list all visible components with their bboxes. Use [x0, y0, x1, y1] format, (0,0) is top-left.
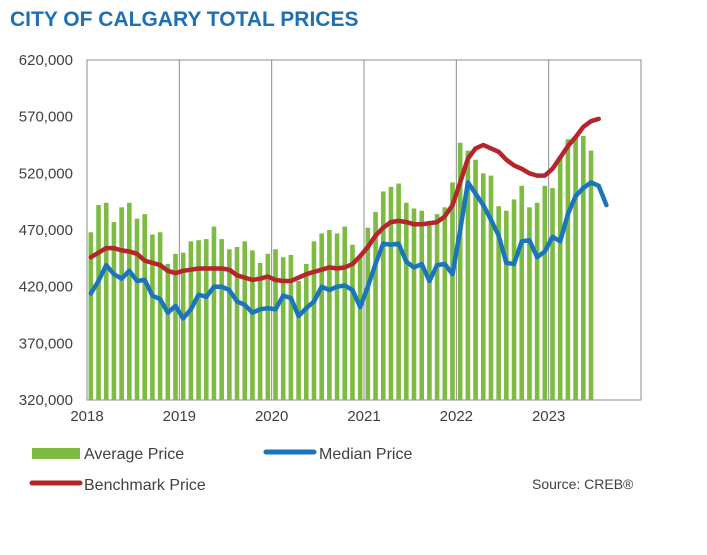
average-price-bar: [511, 199, 517, 400]
y-tick-label: 520,000: [19, 165, 73, 182]
average-price-bar: [542, 185, 548, 400]
average-price-bar: [557, 156, 563, 400]
average-price-bar: [396, 183, 401, 400]
average-price-bar: [480, 173, 486, 400]
benchmark-price-line: [88, 116, 601, 284]
y-tick-label: 370,000: [19, 335, 73, 352]
grid-lines: [178, 60, 550, 400]
average-price-bar: [127, 202, 132, 400]
y-tick-label: 420,000: [19, 279, 73, 296]
average-price-bar: [250, 250, 255, 400]
y-tick-label: 570,000: [19, 109, 73, 126]
average-price-bar: [519, 185, 525, 400]
median-price-line: [88, 180, 609, 321]
chart-title: CITY OF CALGARY TOTAL PRICES: [10, 8, 359, 31]
average-price-bar: [580, 135, 586, 400]
average-price-bar: [496, 206, 501, 400]
average-price-bar: [157, 232, 163, 400]
average-price-bar: [265, 253, 271, 400]
average-price-bar: [242, 241, 248, 400]
average-price-bar: [527, 207, 532, 400]
average-price-bar: [380, 191, 386, 400]
average-price-bar: [142, 214, 148, 400]
average-price-bar: [488, 175, 494, 400]
average-price-bar: [303, 264, 309, 400]
legend: Average Price Median Price Benchmark Pri…: [29, 446, 412, 494]
average-price-bar: [196, 240, 201, 400]
x-tick-label: 2022: [440, 408, 473, 425]
average-price-bar: [434, 214, 440, 400]
average-price-bar: [588, 150, 594, 400]
average-price-bar: [373, 211, 378, 400]
x-tick-label: 2023: [532, 408, 565, 425]
average-price-bar: [457, 142, 463, 400]
average-price-bar: [342, 226, 348, 400]
average-price-bar: [288, 254, 294, 400]
average-price-bar: [534, 202, 540, 400]
average-price-bar: [442, 207, 448, 400]
average-price-bar: [404, 202, 409, 400]
average-price-bar: [350, 244, 355, 400]
average-price-bar: [211, 226, 217, 400]
average-price-bar: [419, 210, 425, 400]
average-price-bar: [473, 159, 478, 400]
x-tick-label: 2018: [70, 408, 103, 425]
average-price-bar: [565, 139, 571, 401]
average-price-bar: [327, 230, 332, 400]
average-price-bar: [150, 234, 155, 400]
legend-median-price-label: Median Price: [319, 446, 412, 463]
y-tick-label: 320,000: [19, 392, 73, 409]
average-price-bar: [227, 249, 232, 400]
x-axis-ticks: 2018 2019 2020 2021 2022 2023: [70, 408, 565, 425]
y-tick-label: 470,000: [19, 222, 73, 239]
average-price-bar: [234, 247, 240, 400]
average-price-bar: [296, 281, 301, 400]
average-price-bar: [365, 227, 371, 400]
average-price-bar: [180, 252, 186, 400]
average-price-bar: [280, 257, 286, 400]
average-price-bar: [319, 233, 324, 400]
average-price-bar: [88, 232, 94, 400]
average-price-bar: [273, 249, 278, 400]
average-price-bar: [203, 239, 209, 400]
average-price-bar: [173, 253, 178, 400]
average-price-bar: [450, 182, 455, 400]
average-price-bar: [388, 186, 394, 400]
average-price-bar: [427, 220, 432, 400]
average-price-bar: [119, 207, 124, 400]
legend-average-price-swatch: [32, 448, 80, 459]
average-price-bar: [465, 150, 471, 400]
price-lines: [88, 116, 609, 321]
average-price-bar: [550, 188, 555, 400]
x-tick-label: 2020: [255, 408, 288, 425]
legend-average-price-label: Average Price: [84, 446, 184, 463]
average-price-bar: [311, 241, 317, 400]
average-price-bar: [219, 239, 224, 400]
average-price-bar: [334, 233, 340, 400]
average-price-bars: [88, 135, 594, 401]
average-price-bar: [357, 256, 363, 400]
average-price-bar: [134, 218, 140, 400]
average-price-bar: [573, 137, 578, 401]
x-tick-label: 2019: [163, 408, 196, 425]
average-price-bar: [504, 210, 509, 400]
source-note: Source: CREB®: [532, 476, 634, 492]
average-price-bar: [96, 205, 101, 400]
average-price-bar: [188, 241, 194, 400]
average-price-bar: [103, 202, 109, 400]
average-price-bar: [257, 262, 263, 400]
average-price-bar: [165, 264, 171, 400]
y-tick-label: 620,000: [19, 52, 73, 69]
y-axis-ticks: 320,000 370,000 420,000 470,000 520,000 570,0…: [19, 52, 73, 409]
x-tick-label: 2021: [347, 408, 380, 425]
average-price-bar: [111, 222, 117, 400]
legend-benchmark-price-label: Benchmark Price: [84, 477, 206, 494]
average-price-bar: [411, 208, 417, 400]
